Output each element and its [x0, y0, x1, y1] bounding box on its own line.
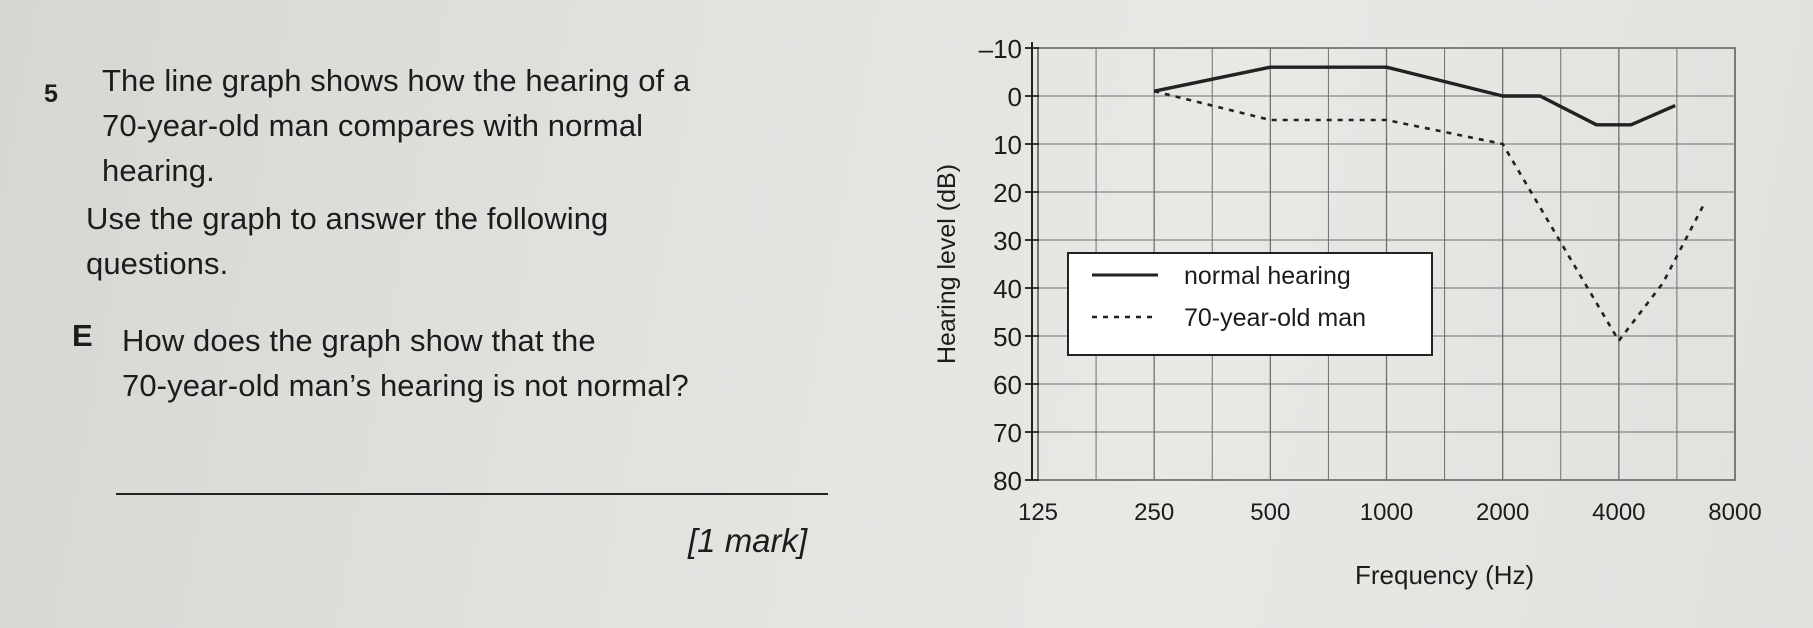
legend-box [1067, 252, 1433, 356]
x-tick-label: 2000 [1476, 499, 1529, 526]
question-intro-line: The line graph shows how the hearing of … [102, 63, 691, 98]
x-tick-label: 250 [1134, 499, 1174, 526]
x-tick-label: 1000 [1360, 499, 1413, 526]
part-letter: E [72, 318, 93, 353]
chart-grid [1037, 47, 1736, 481]
chart-legend: normal hearing 70-year-old man [1067, 252, 1433, 356]
y-axis-label: Hearing level (dB) [933, 164, 961, 364]
question-instruction-line: questions. [86, 246, 229, 281]
series-line-70-year-old-man [1153, 89, 1707, 343]
question-intro: The line graph shows how the hearing of … [102, 58, 822, 193]
y-tick-label: –10 [979, 34, 1022, 64]
y-tick-label: 70 [993, 418, 1022, 448]
chart-axes: –10 0 10 20 30 40 50 60 70 80 125 250 500 1000 2000 400… [979, 34, 1762, 526]
question-intro-line: hearing. [102, 153, 215, 188]
x-tick-label: 500 [1250, 499, 1290, 526]
question-part-line: How does the graph show that the [122, 323, 596, 358]
y-tick-label: 30 [993, 226, 1022, 256]
question-intro-line: 70-year-old man compares with normal [102, 108, 644, 143]
x-tick-label: 8000 [1708, 499, 1761, 526]
legend-label-normal: normal hearing [1184, 262, 1351, 290]
y-tick-label: 80 [993, 466, 1022, 496]
chart-series [1153, 65, 1707, 343]
question-number: 5 [44, 80, 58, 108]
answer-line[interactable] [116, 493, 828, 495]
y-tick-label: 0 [1008, 82, 1022, 112]
y-tick-label: 40 [993, 274, 1022, 304]
legend-label-old-man: 70-year-old man [1184, 304, 1366, 332]
question-instruction-line: Use the graph to answer the following [86, 201, 609, 236]
x-axis-label: Frequency (Hz) [1355, 560, 1534, 590]
y-tick-label: 60 [993, 370, 1022, 400]
y-tick-label: 20 [993, 178, 1022, 208]
y-tick-label: 50 [993, 322, 1022, 352]
x-tick-label: 125 [1018, 499, 1058, 526]
question-part-text: How does the graph show that the 70-year… [122, 318, 842, 408]
x-tick-label: 4000 [1592, 499, 1645, 526]
mark-allocation: [1 mark] [688, 522, 808, 559]
series-line-normal-hearing [1153, 65, 1676, 127]
question-part-line: 70-year-old man’s hearing is not normal? [122, 368, 689, 403]
question-instruction: Use the graph to answer the following qu… [86, 196, 726, 286]
y-tick-label: 10 [993, 130, 1022, 160]
